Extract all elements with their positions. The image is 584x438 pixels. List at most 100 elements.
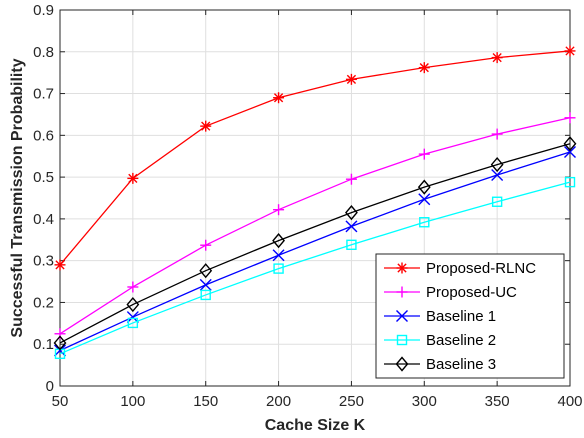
marker-shape	[417, 179, 431, 195]
data-point	[54, 259, 66, 271]
data-point	[200, 120, 212, 132]
y-tick-label: 0.6	[33, 127, 54, 144]
data-point	[564, 146, 576, 159]
legend-marker	[395, 356, 409, 372]
data-point	[199, 263, 213, 279]
data-point	[491, 128, 503, 140]
data-point	[491, 169, 504, 182]
marker-shape	[395, 356, 409, 372]
marker-stroke	[419, 63, 429, 73]
marker-stroke	[397, 263, 407, 273]
marker-shape	[273, 263, 284, 274]
series-baseline-2	[54, 176, 576, 360]
marker-stroke	[199, 278, 212, 291]
data-point	[418, 193, 431, 206]
data-point	[564, 45, 576, 57]
marker-stroke	[418, 193, 431, 206]
y-tick-label: 0.9	[33, 2, 54, 19]
data-point	[345, 205, 358, 221]
data-point	[126, 311, 139, 324]
legend-marker	[396, 310, 408, 322]
marker-shape	[346, 239, 357, 250]
series-line	[59, 50, 571, 266]
data-point	[273, 263, 284, 274]
y-axis-label: Successful Transmission Probability	[9, 58, 26, 337]
y-tick-label: 0.5	[33, 169, 54, 186]
x-tick-label: 400	[557, 393, 582, 410]
legend-item: Baseline 3	[384, 356, 496, 373]
marker-shape	[491, 196, 503, 207]
data-point	[345, 73, 357, 85]
y-tick-label: 0.4	[33, 211, 54, 228]
y-tick-label: 0	[46, 378, 54, 395]
data-point	[491, 196, 503, 207]
legend-item: Proposed-RLNC	[384, 260, 536, 277]
legend: Proposed-RLNC Proposed-UC Baseline 1 Baseli…	[375, 253, 565, 379]
data-point	[53, 335, 67, 351]
marker-stroke	[492, 53, 502, 63]
marker-stroke	[126, 311, 139, 324]
data-point	[273, 92, 285, 104]
marker-shape	[564, 176, 576, 188]
data-point	[563, 136, 577, 152]
marker-shape	[345, 205, 358, 221]
x-axis-label: Cache Size K	[265, 417, 366, 434]
marker-shape	[396, 334, 408, 346]
data-point	[127, 281, 139, 293]
data-point	[491, 52, 503, 64]
legend-marker	[396, 286, 408, 298]
marker-shape	[272, 233, 285, 249]
y-tick-label: 0.8	[33, 44, 54, 61]
data-point	[126, 296, 140, 313]
x-tick-label: 150	[193, 393, 218, 410]
series-line	[59, 117, 571, 335]
marker-stroke	[128, 173, 138, 183]
legend-marker	[396, 334, 408, 346]
y-tick-label: 0.1	[33, 336, 54, 353]
data-point	[346, 239, 357, 250]
data-point	[127, 317, 139, 329]
legend-marker	[396, 262, 408, 274]
marker-stroke	[273, 93, 284, 103]
marker-shape	[53, 335, 67, 351]
series-baseline-3	[53, 136, 577, 351]
marker-stroke	[201, 121, 211, 131]
marker-stroke	[346, 74, 357, 84]
marker-shape	[200, 289, 211, 301]
marker-stroke	[272, 249, 285, 262]
data-point	[564, 112, 576, 124]
data-point	[418, 148, 430, 160]
data-point	[200, 289, 211, 301]
data-point	[200, 239, 212, 251]
marker-stroke	[345, 220, 358, 233]
series-line	[59, 143, 571, 344]
legend-label: Baseline 2	[426, 332, 496, 349]
data-point	[272, 233, 285, 249]
data-point	[345, 173, 357, 185]
data-point	[417, 179, 431, 195]
marker-shape	[490, 156, 504, 173]
legend-label: Proposed-RLNC	[426, 260, 536, 277]
data-point	[564, 176, 576, 188]
legend-label: Baseline 3	[426, 356, 496, 373]
marker-stroke	[491, 169, 504, 182]
x-tick-label: 350	[485, 393, 510, 410]
x-tick-label: 100	[120, 393, 145, 410]
marker-stroke	[55, 260, 65, 270]
x-tick-label: 200	[266, 393, 291, 410]
marker-shape	[199, 263, 213, 279]
legend-label: Baseline 1	[426, 308, 496, 325]
data-point	[490, 156, 504, 173]
marker-stroke	[396, 310, 408, 322]
data-point	[127, 172, 139, 184]
marker-stroke	[564, 146, 576, 159]
marker-shape	[127, 317, 139, 329]
data-point	[419, 217, 430, 228]
data-point	[272, 249, 285, 262]
marker-shape	[419, 217, 430, 228]
legend-item: Proposed-UC	[384, 284, 517, 301]
data-point	[199, 278, 212, 291]
series-proposed-uc	[54, 112, 576, 340]
